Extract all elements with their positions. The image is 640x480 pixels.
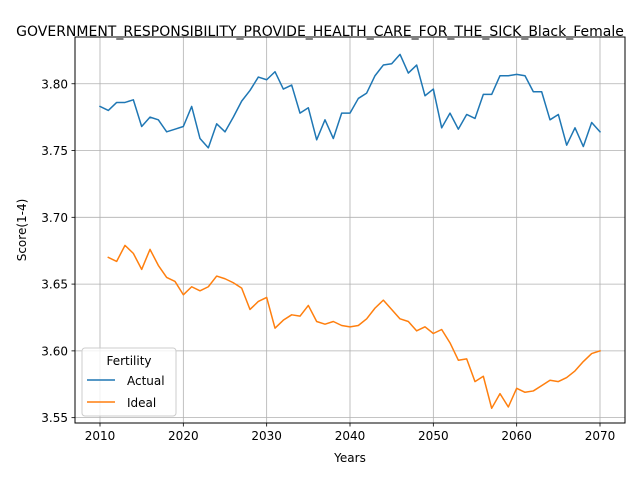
legend-label-actual: Actual: [127, 374, 165, 388]
legend: Fertility Actual Ideal: [81, 347, 177, 417]
x-tick-label: 2010: [85, 429, 116, 443]
y-tick-label: 3.55: [41, 411, 68, 425]
x-axis-label: Years: [333, 451, 366, 465]
x-tick-label: 2020: [168, 429, 199, 443]
chart-title: GOVERNMENT_RESPONSIBILITY_PROVIDE_HEALTH…: [16, 24, 624, 40]
x-tick-label: 2070: [585, 429, 616, 443]
grid: [75, 37, 625, 423]
y-tick-label: 3.65: [41, 278, 68, 292]
x-tick-label: 2040: [335, 429, 366, 443]
legend-label-ideal: Ideal: [127, 396, 156, 410]
x-tick-label: 2060: [501, 429, 532, 443]
y-tick-label: 3.75: [41, 144, 68, 158]
legend-box: [81, 347, 177, 417]
y-tick-label: 3.80: [41, 77, 68, 91]
y-axis-ticks: 3.55 3.60 3.65 3.70 3.75 3.80: [41, 77, 75, 425]
y-tick-label: 3.70: [41, 211, 68, 225]
series-layer: [98, 53, 602, 410]
y-axis-label: Score(1-4): [15, 199, 29, 262]
x-tick-label: 2050: [418, 429, 449, 443]
legend-title: Fertility: [106, 354, 151, 368]
x-tick-label: 2030: [251, 429, 282, 443]
y-tick-label: 3.60: [41, 344, 68, 358]
series-line-actual: [98, 53, 602, 149]
series-line-ideal: [107, 244, 601, 410]
x-axis-ticks: 2010 2020 2030 2040 2050 2060 2070: [85, 423, 616, 443]
